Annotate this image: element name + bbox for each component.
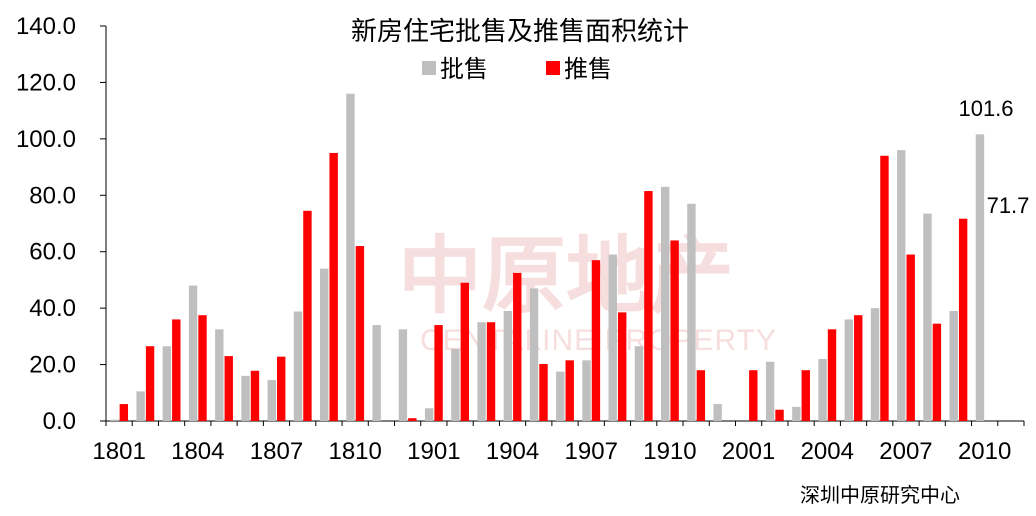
- bar-pishou-1802: [136, 391, 145, 422]
- bar-pishou-1804: [188, 285, 198, 421]
- bar-tuishou-1901: [434, 325, 443, 421]
- bar-pishou-2002: [765, 361, 775, 421]
- x-tick-label: 1910: [643, 438, 696, 465]
- y-tick-label: 120.0: [16, 69, 76, 96]
- bar-tuishou-1910: [670, 240, 679, 421]
- bar-pishou-2008: [923, 213, 932, 422]
- bar-tuishou-1809: [329, 152, 338, 421]
- bar-pishou-2010: [975, 134, 985, 421]
- data-labels: 101.6 71.7: [958, 96, 1029, 218]
- x-tick-label: 1904: [486, 438, 539, 465]
- bar-tuishou-2006: [880, 155, 889, 422]
- bar-tuishou-2003: [801, 370, 810, 421]
- bar-pishou-1810: [346, 93, 355, 422]
- bar-tuishou-1804: [198, 315, 207, 421]
- bar-pishou-1910: [661, 186, 670, 421]
- y-tick-label: 40.0: [29, 295, 76, 322]
- bar-tuishou-1805: [224, 356, 233, 421]
- data-label-pishou: 101.6: [958, 96, 1013, 121]
- bar-pishou-1902: [451, 349, 460, 421]
- bar-pishou-1803: [162, 346, 172, 421]
- bar-pishou-1801: [110, 419, 119, 421]
- bar-tuishou-2001: [749, 370, 758, 421]
- bar-pishou-1901: [424, 408, 434, 421]
- axes: 0.0 20.0 40.0 60.0 80.0 100.0 120.0 140.0 1801 18…: [16, 13, 1025, 465]
- bar-tuishou-1911: [696, 370, 706, 421]
- y-tick-label: 100.0: [16, 126, 76, 153]
- bar-tuishou-2002: [775, 409, 784, 421]
- bar-pishou-2004: [818, 358, 827, 421]
- bar-pishou-1907: [582, 360, 591, 421]
- bar-pishou-1808: [293, 311, 303, 421]
- y-tick-label: 60.0: [29, 239, 76, 266]
- bar-tuishou-1907: [591, 260, 601, 421]
- bar-pishou-1911: [687, 203, 696, 421]
- bar-pishou-2009: [949, 310, 958, 421]
- bar-pishou-1903: [477, 322, 486, 421]
- bar-pishou-1805: [215, 329, 224, 421]
- legend-swatch: [422, 61, 436, 75]
- bar-tuishou-2008: [932, 323, 942, 421]
- bar-tuishou-2009: [958, 218, 968, 421]
- legend-label: 批售: [440, 55, 488, 83]
- bar-pishou-1909: [634, 346, 644, 421]
- bar-tuishou-1801: [119, 404, 129, 421]
- bar-pishou-1807: [267, 380, 276, 421]
- bar-tuishou-1806: [250, 370, 260, 421]
- legend: 批售 推售: [422, 55, 612, 83]
- legend-label: 推售: [564, 55, 612, 83]
- bar-pishou-1906: [556, 371, 565, 422]
- bar-tuishou-1803: [172, 319, 181, 421]
- bar-pishou-2007: [897, 150, 906, 421]
- bar-pishou-1908: [608, 254, 617, 421]
- bar-tuishou-1909: [644, 191, 653, 421]
- bar-pishou-1904: [503, 310, 513, 421]
- bar-tuishou-1903: [486, 322, 496, 421]
- bar-tuishou-1810: [355, 246, 365, 421]
- bar-tuishou-1902: [460, 282, 469, 421]
- y-tick-label: 80.0: [29, 182, 76, 209]
- bar-tuishou-1906: [565, 360, 574, 421]
- x-tick-label: 2001: [722, 438, 775, 465]
- x-tick-label: 2010: [958, 438, 1011, 465]
- x-tick-label: 2007: [879, 438, 932, 465]
- legend-swatch: [546, 61, 560, 75]
- x-tick-label: 2004: [801, 438, 854, 465]
- bar-tuishou-2005: [854, 315, 863, 421]
- chart-title: 新房住宅批售及推售面积统计: [351, 17, 689, 47]
- bar-pishou-1912: [713, 404, 722, 421]
- bar-pishou-1905: [529, 288, 539, 421]
- x-tick-label: 1810: [328, 438, 381, 465]
- bar-tuishou-1812: [408, 418, 417, 421]
- bar-pishou-1806: [241, 375, 250, 421]
- x-tick-label: 1801: [92, 438, 145, 465]
- y-tick-label: 20.0: [29, 352, 76, 379]
- bar-tuishou-2004: [827, 329, 837, 421]
- watermark: 中原地产 CENTALINE PROPERTY: [398, 227, 776, 357]
- x-tick-label: 1907: [565, 438, 618, 465]
- watermark-brand: 中原地产: [398, 227, 734, 325]
- bar-tuishou-2007: [906, 254, 915, 421]
- bar-pishou-2003: [792, 406, 801, 421]
- bar-pishou-1809: [320, 268, 329, 421]
- x-tick-label: 1901: [407, 438, 460, 465]
- bar-tuishou-1802: [145, 346, 155, 421]
- x-tick-label: 1807: [250, 438, 303, 465]
- bar-tuishou-1808: [303, 210, 312, 421]
- bars: [110, 93, 985, 422]
- bar-pishou-2005: [844, 319, 853, 421]
- y-tick-label: 0.0: [43, 408, 76, 435]
- data-label-tuishou: 71.7: [987, 193, 1030, 218]
- x-tick-label: 1804: [171, 438, 224, 465]
- y-tick-label: 140.0: [16, 13, 76, 40]
- source-note: 深圳中原研究中心: [800, 483, 960, 507]
- bar-pishou-1811: [372, 325, 381, 421]
- bar-pishou-1812: [398, 329, 408, 421]
- bar-tuishou-1807: [277, 356, 286, 421]
- bar-pishou-2006: [870, 308, 880, 421]
- bar-tuishou-1905: [539, 364, 548, 421]
- bar-tuishou-1904: [513, 272, 522, 422]
- bar-tuishou-1908: [617, 312, 627, 422]
